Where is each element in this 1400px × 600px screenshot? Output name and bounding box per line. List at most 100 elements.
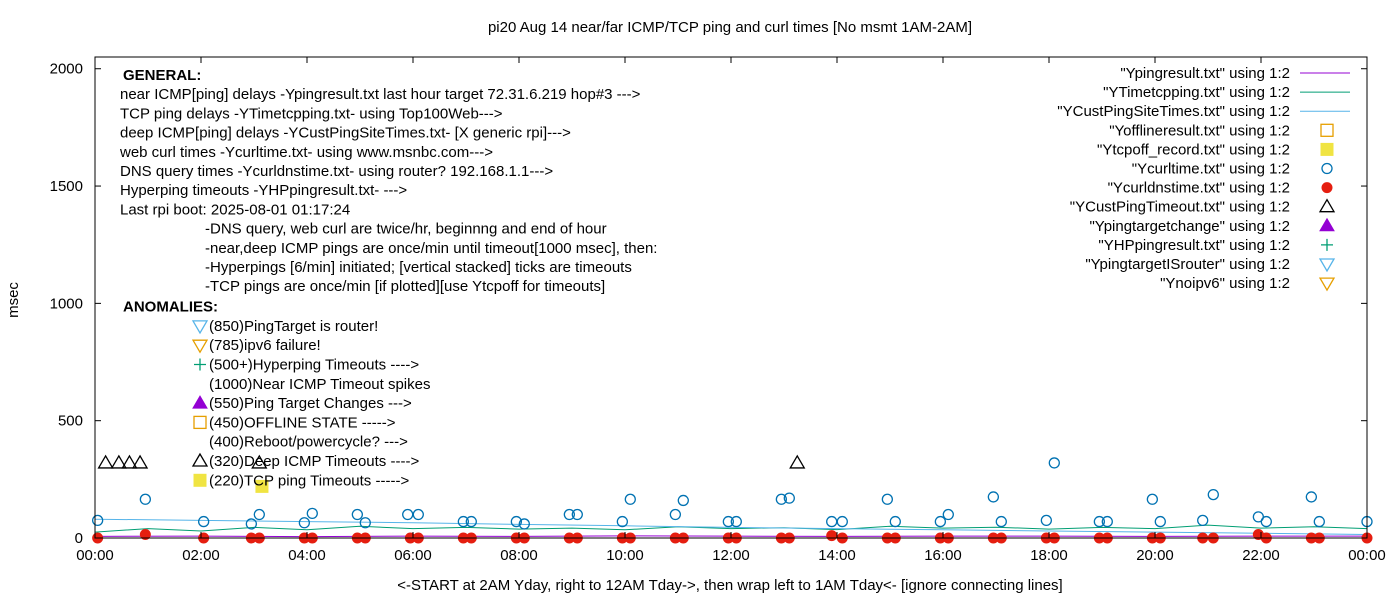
data-point (995, 515, 1007, 528)
general-line: deep ICMP[ping] delays -YCustPingSiteTim… (120, 125, 571, 142)
general-header: GENERAL: (123, 67, 201, 84)
legend: "Ypingresult.txt" using 1:2 "YTimetcpping… (1057, 65, 1350, 292)
anomaly-line: (850)PingTarget is router! (209, 318, 378, 335)
data-point (131, 454, 149, 469)
anomaly-symbol (192, 395, 208, 409)
legend-marker-swatch (1320, 123, 1334, 137)
x-tick-label: 00:00 (76, 547, 114, 564)
note-line: -DNS query, web curl are twice/hr, begin… (205, 221, 607, 238)
legend-entry-label: "Ypingtargetchange" using 1:2 (1089, 218, 1290, 235)
legend-entry-label: "Ypingresult.txt" using 1:2 (1120, 65, 1290, 82)
legend-marker-swatch (1320, 142, 1334, 156)
data-point (1260, 515, 1272, 528)
x-tick-label: 06:00 (394, 547, 432, 564)
data-point (783, 492, 795, 504)
x-tick-label: 00:00 (1348, 547, 1386, 564)
axes (94, 56, 1368, 539)
anomaly-line: (550)Ping Target Changes ---> (209, 395, 412, 412)
data-point (253, 508, 265, 521)
anomaly-line: (500+)Hyperping Timeouts ----> (209, 357, 419, 374)
data-point (942, 508, 954, 521)
data-point (1093, 515, 1105, 528)
legend-entry-label: "YHPpingresult.txt" using 1:2 (1098, 237, 1290, 254)
data-point (1040, 514, 1052, 527)
y-tick-label: 2000 (50, 61, 83, 78)
data-point (934, 515, 946, 528)
data-point (624, 493, 636, 505)
x-tick-label: 12:00 (712, 547, 750, 564)
legend-entry-label: "YpingtargetISrouter" using 1:2 (1085, 256, 1290, 273)
anomaly-symbol (193, 415, 207, 430)
y-axis-label: msec (5, 282, 22, 318)
data-point (669, 508, 681, 521)
x-tick-label: 02:00 (182, 547, 220, 564)
x-tick-label: 08:00 (500, 547, 538, 564)
data-point (836, 515, 848, 528)
x-axis-label: <-START at 2AM Yday, right to 12AM Tday-… (397, 577, 1062, 594)
data-point (826, 530, 838, 542)
data-point (121, 454, 138, 469)
x-tick-label: 16:00 (924, 547, 962, 564)
data-point (730, 515, 742, 528)
legend-marker-swatch (1318, 258, 1336, 273)
data-point (139, 528, 151, 540)
data-point (306, 507, 318, 520)
chart-title: pi20 Aug 14 near/far ICMP/TCP ping and c… (488, 19, 972, 36)
tick-labels: 00:00 02:00 04:00 06:00 08:00 10:00 12:00 14:00… (50, 61, 1386, 564)
general-line: Last rpi boot: 2025-08-01 01:17:24 (120, 201, 350, 218)
data-point (359, 517, 371, 529)
x-tick-label: 10:00 (606, 547, 644, 564)
general-line: TCP ping delays -YTimetcpping.txt- using… (120, 105, 503, 122)
data-point (1101, 515, 1113, 528)
data-point (251, 454, 268, 469)
legend-marker-swatch (1318, 277, 1336, 292)
legend-entry-label: "Yofflineresult.txt" using 1:2 (1109, 122, 1290, 139)
legend-entry-label: "Ycurltime.txt" using 1:2 (1132, 161, 1290, 178)
general-line: web curl times -Ycurltime.txt- using www… (119, 144, 493, 161)
anomaly-line: (785)ipv6 failure! (209, 337, 321, 354)
y-tick-label: 1000 (50, 295, 83, 312)
anomaly-line: (1000)Near ICMP Timeout spikes (209, 376, 430, 393)
anomaly-line: (450)OFFLINE STATE -----> (209, 414, 396, 431)
anomalies-header: ANOMALIES: (123, 298, 218, 315)
data-point (1197, 514, 1209, 527)
y-tick-label: 500 (58, 413, 83, 430)
legend-entry-label: "Ynoipv6" using 1:2 (1160, 275, 1290, 292)
data-point (775, 493, 787, 505)
data-point (92, 514, 104, 527)
anomaly-line: (220)TCP ping Timeouts -----> (209, 472, 409, 489)
data-point (298, 517, 311, 529)
general-line: near ICMP[ping] delays -Ypingresult.txt … (120, 86, 641, 103)
note-line: -TCP pings are once/min [if plotted][use… (205, 278, 605, 295)
data-point (457, 515, 470, 528)
anomaly-line: (320)Deep ICMP Timeouts ----> (209, 453, 419, 470)
series-line (94, 524, 1368, 533)
data-point (1154, 515, 1166, 528)
y-tick-label: 1500 (50, 178, 83, 195)
x-tick-label: 18:00 (1030, 547, 1068, 564)
data-point (1146, 493, 1158, 505)
note-line: -Hyperpings [6/min] initiated; [vertical… (205, 259, 632, 276)
data-point (110, 454, 127, 469)
x-tick-label: 14:00 (818, 547, 856, 564)
anomaly-line: (400)Reboot/powercycle? ---> (209, 434, 408, 451)
legend-entry-label: "YCustPingSiteTimes.txt" using 1:2 (1057, 103, 1290, 120)
legend-entry-label: "YCustPingTimeout.txt" using 1:2 (1070, 199, 1290, 216)
x-tick-label: 20:00 (1136, 547, 1174, 564)
anomaly-symbol (191, 339, 209, 354)
legend-marker-swatch (1321, 238, 1333, 251)
data-point (563, 508, 575, 521)
anomaly-symbol (191, 452, 209, 467)
data-point (1305, 491, 1317, 503)
data-point (245, 518, 258, 530)
data-point (97, 454, 114, 469)
legend-entry-label: "Ycurldnstime.txt" using 1:2 (1108, 180, 1290, 197)
anomaly-symbol (193, 473, 207, 487)
anomaly-symbol (194, 358, 206, 371)
data-point (571, 508, 583, 521)
x-tick-label: 22:00 (1242, 547, 1280, 564)
data-point (1313, 515, 1325, 528)
legend-entry-label: "Ytcpoff_record.txt" using 1:2 (1097, 141, 1290, 158)
